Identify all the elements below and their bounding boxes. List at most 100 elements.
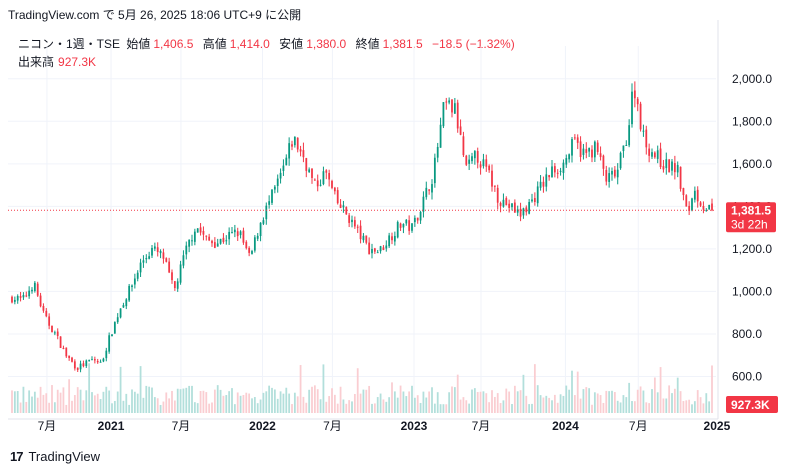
volume-bar (451, 386, 453, 413)
volume-bar (676, 377, 679, 413)
candle-body (71, 357, 73, 362)
candle-body (153, 246, 156, 249)
volume-bar (442, 404, 445, 413)
candle-body (471, 156, 473, 162)
volume-bar (316, 389, 319, 413)
volume-bar (191, 385, 193, 413)
volume-bar (225, 395, 228, 413)
candle-body (271, 189, 273, 203)
volume-bar (353, 393, 356, 413)
volume-bar (228, 391, 231, 413)
volume-bar (505, 388, 508, 413)
volume-bar (176, 388, 179, 413)
volume-bar (231, 388, 233, 413)
candle-body (285, 157, 288, 166)
volume-bar (33, 391, 36, 413)
candle-body (505, 198, 508, 206)
volume-bar (393, 391, 396, 413)
candle-body (633, 90, 636, 99)
candle-body (408, 220, 411, 231)
volume-bar (551, 400, 553, 413)
candle-body (613, 169, 616, 177)
volume-bar (436, 392, 439, 413)
candle-body (273, 186, 276, 190)
volume-bar (331, 388, 333, 413)
volume-bar (302, 396, 305, 413)
price-tick-label: 1,600.0 (732, 157, 772, 171)
candle-body (536, 186, 539, 204)
volume-bar (22, 386, 25, 413)
candle-body (388, 235, 391, 247)
volume-bar (396, 397, 399, 413)
candle-body (148, 256, 151, 259)
candle-body (231, 232, 233, 234)
time-tick-label: 7月 (472, 419, 491, 433)
volume-bar (553, 394, 556, 413)
time-tick-label: 2023 (401, 419, 428, 433)
candle-body (156, 247, 159, 252)
volume-label: 出来高 (18, 55, 55, 69)
volume-bar (653, 377, 656, 413)
candle-body (699, 202, 702, 206)
candle-body (639, 103, 642, 130)
candle-body (702, 205, 705, 210)
volume-bar (702, 403, 705, 413)
candle-body (176, 281, 179, 289)
candle-body (105, 350, 108, 359)
time-tick-label: 2025 (704, 419, 731, 433)
candle-body (76, 367, 79, 370)
volume-bar (596, 393, 599, 413)
volume-bar (165, 392, 168, 413)
brand[interactable]: 17 TradingView (10, 449, 100, 464)
volume-bar (233, 404, 236, 413)
candle-body (351, 219, 353, 223)
volume-bar (622, 395, 625, 413)
candle-body (302, 150, 305, 158)
volume-bar (479, 391, 482, 413)
candle-body (445, 101, 448, 103)
candle-body (376, 252, 379, 254)
candle-body (365, 235, 368, 243)
volume-bar (265, 391, 268, 413)
candle-body (482, 159, 485, 167)
volume-bar (599, 395, 602, 413)
candle-body (293, 136, 296, 146)
candle-body (531, 199, 533, 202)
candle-body (642, 130, 645, 132)
candle-body (605, 169, 608, 182)
symbol-label[interactable]: ニコン・1週・TSE (18, 37, 121, 51)
candle-body (593, 141, 596, 158)
volume-bar (111, 403, 113, 413)
candle-body (348, 215, 351, 223)
volume-bar (391, 382, 393, 413)
volume-bar (488, 402, 491, 413)
volume-bar (133, 391, 136, 413)
volume-bar (431, 387, 433, 413)
candle-body (671, 161, 673, 171)
candle-body (422, 196, 425, 212)
volume-bar (711, 365, 713, 413)
candle-body (519, 208, 522, 217)
candle-body (208, 236, 211, 241)
volume-bar (102, 391, 105, 413)
candle-body (313, 179, 316, 181)
candle-body (256, 235, 259, 239)
candle-body (62, 347, 65, 349)
volume-bar (576, 371, 579, 413)
candle-body (439, 124, 442, 148)
close-label: 終値 (355, 37, 380, 51)
volume-bar (402, 391, 405, 413)
volume-bar (139, 366, 142, 413)
time-tick-label: 2021 (98, 419, 125, 433)
candle-body (513, 202, 516, 213)
price-tick-label: 600.0 (732, 369, 762, 383)
volume-bar (159, 404, 162, 413)
candle-body (551, 166, 553, 177)
candle-body (182, 255, 185, 266)
candle-body (522, 208, 525, 216)
candle-body (708, 204, 711, 210)
volume-bar (542, 397, 545, 413)
candle-body (116, 317, 119, 323)
volume-bar (691, 404, 693, 413)
